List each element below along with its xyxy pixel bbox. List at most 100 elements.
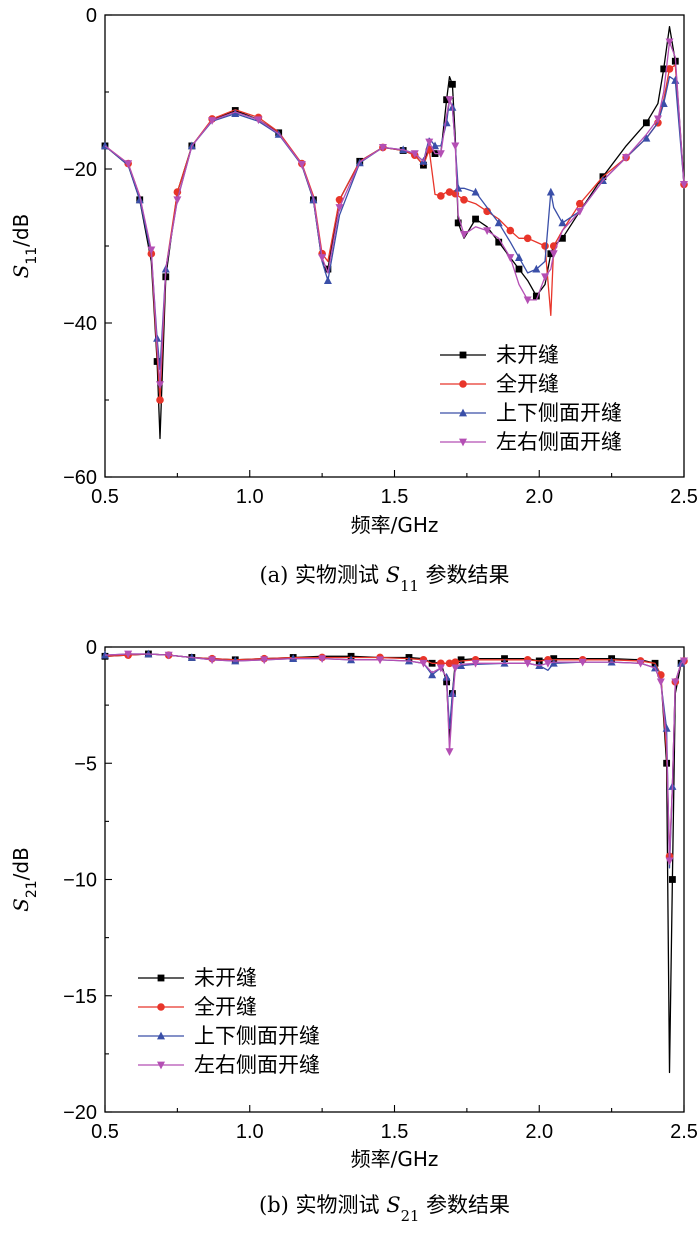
x-axis-label: 频率/GHz xyxy=(351,1147,439,1171)
series-line xyxy=(104,64,685,401)
data-point xyxy=(665,857,674,866)
x-tick-label: 2.0 xyxy=(525,486,553,508)
data-point xyxy=(659,99,668,107)
chart-panel-a: 0.5 1.0 1.5 2.0 2.5 −60 −40 −20 0 频率/GHz S11/dB 未开缝… xyxy=(9,5,698,595)
data-point xyxy=(451,658,460,666)
y-tick-label: −40 xyxy=(63,313,97,335)
series-line xyxy=(104,75,685,370)
data-point xyxy=(543,659,552,668)
data-point xyxy=(431,141,440,150)
series-1 xyxy=(101,25,685,440)
x-tick-label: 0.5 xyxy=(91,486,119,508)
data-point xyxy=(680,181,688,189)
data-point xyxy=(260,656,269,665)
y-axis-label: S21/dB xyxy=(9,847,40,912)
chart-caption: (b) 实物测试 S21 参数结果 xyxy=(259,1193,510,1225)
data-point xyxy=(578,658,587,667)
data-point xyxy=(532,264,541,273)
data-point xyxy=(541,273,550,282)
data-point xyxy=(472,215,479,223)
data-point xyxy=(124,650,133,659)
data-point xyxy=(532,292,540,300)
legend-marker xyxy=(459,438,467,447)
data-point xyxy=(124,160,133,169)
data-point xyxy=(147,246,156,255)
data-point xyxy=(501,655,508,663)
series-line xyxy=(104,653,685,862)
data-point xyxy=(483,227,492,235)
legend-marker xyxy=(459,351,467,359)
data-point xyxy=(445,748,454,757)
series-line xyxy=(104,653,685,869)
legend-label: 全开缝 xyxy=(496,372,559,396)
legend-label: 上下侧面开缝 xyxy=(496,401,622,425)
data-point xyxy=(156,381,165,389)
chart-panel-b: 0.5 1.0 1.5 2.0 2.5 −20 −15 −10 −5 0 频率/GHz S21/dB 未… xyxy=(9,637,698,1225)
x-tick-label: 2.5 xyxy=(670,1121,698,1143)
data-point xyxy=(549,250,558,259)
data-point xyxy=(454,219,462,227)
data-point xyxy=(449,80,456,88)
data-point xyxy=(448,689,457,697)
data-point xyxy=(445,96,454,105)
data-point xyxy=(323,276,332,285)
legend-label: 全开缝 xyxy=(194,995,257,1019)
x-tick-label: 1.0 xyxy=(236,1121,264,1143)
data-point xyxy=(622,154,631,162)
y-tick-label: −20 xyxy=(63,1102,97,1124)
x-tick-label: 2.0 xyxy=(525,1121,553,1143)
legend-label: 左右侧面开缝 xyxy=(194,1053,320,1077)
y-tick-label: −5 xyxy=(74,753,97,775)
legend-marker xyxy=(459,380,467,388)
legend-label: 未开缝 xyxy=(194,966,257,990)
data-point xyxy=(443,96,451,104)
data-point xyxy=(436,150,445,158)
data-point xyxy=(575,199,584,208)
legend-marker xyxy=(157,1031,165,1040)
data-point xyxy=(642,119,650,127)
data-point xyxy=(665,38,674,47)
data-point xyxy=(459,231,468,239)
data-point xyxy=(653,115,662,124)
y-tick-label: −15 xyxy=(63,986,97,1008)
series-2 xyxy=(104,651,688,861)
data-point xyxy=(471,659,480,668)
data-point xyxy=(378,144,387,152)
legend-label: 上下侧面开缝 xyxy=(194,1024,320,1048)
series-3 xyxy=(101,75,685,370)
data-point xyxy=(445,659,454,668)
series-2 xyxy=(104,64,688,404)
y-tick-label: −20 xyxy=(63,159,97,181)
series-3 xyxy=(101,649,686,869)
data-point xyxy=(208,656,217,665)
data-point xyxy=(254,116,263,125)
legend-marker xyxy=(157,1003,165,1011)
x-axis-label: 频率/GHz xyxy=(351,513,439,537)
y-tick-label: −10 xyxy=(63,870,97,892)
x-tick-label: 2.5 xyxy=(670,486,698,508)
data-point xyxy=(495,238,503,246)
data-point xyxy=(451,142,460,151)
data-point xyxy=(669,876,676,883)
series-line xyxy=(104,41,685,386)
data-point xyxy=(460,196,468,204)
data-point xyxy=(335,204,344,212)
data-point xyxy=(410,150,419,158)
plot-frame xyxy=(104,646,685,1113)
data-point xyxy=(559,234,566,242)
y-tick-label: −60 xyxy=(63,467,97,489)
data-point xyxy=(642,133,651,142)
data-point xyxy=(506,254,515,262)
legend-label: 左右侧面开缝 xyxy=(496,430,622,454)
series-4 xyxy=(104,650,688,866)
chart-caption: (a) 实物测试 S11 参数结果 xyxy=(259,563,509,595)
data-point xyxy=(541,242,549,250)
data-point xyxy=(494,218,503,227)
data-point xyxy=(671,678,680,687)
data-point xyxy=(680,657,688,666)
legend-marker xyxy=(459,408,467,417)
